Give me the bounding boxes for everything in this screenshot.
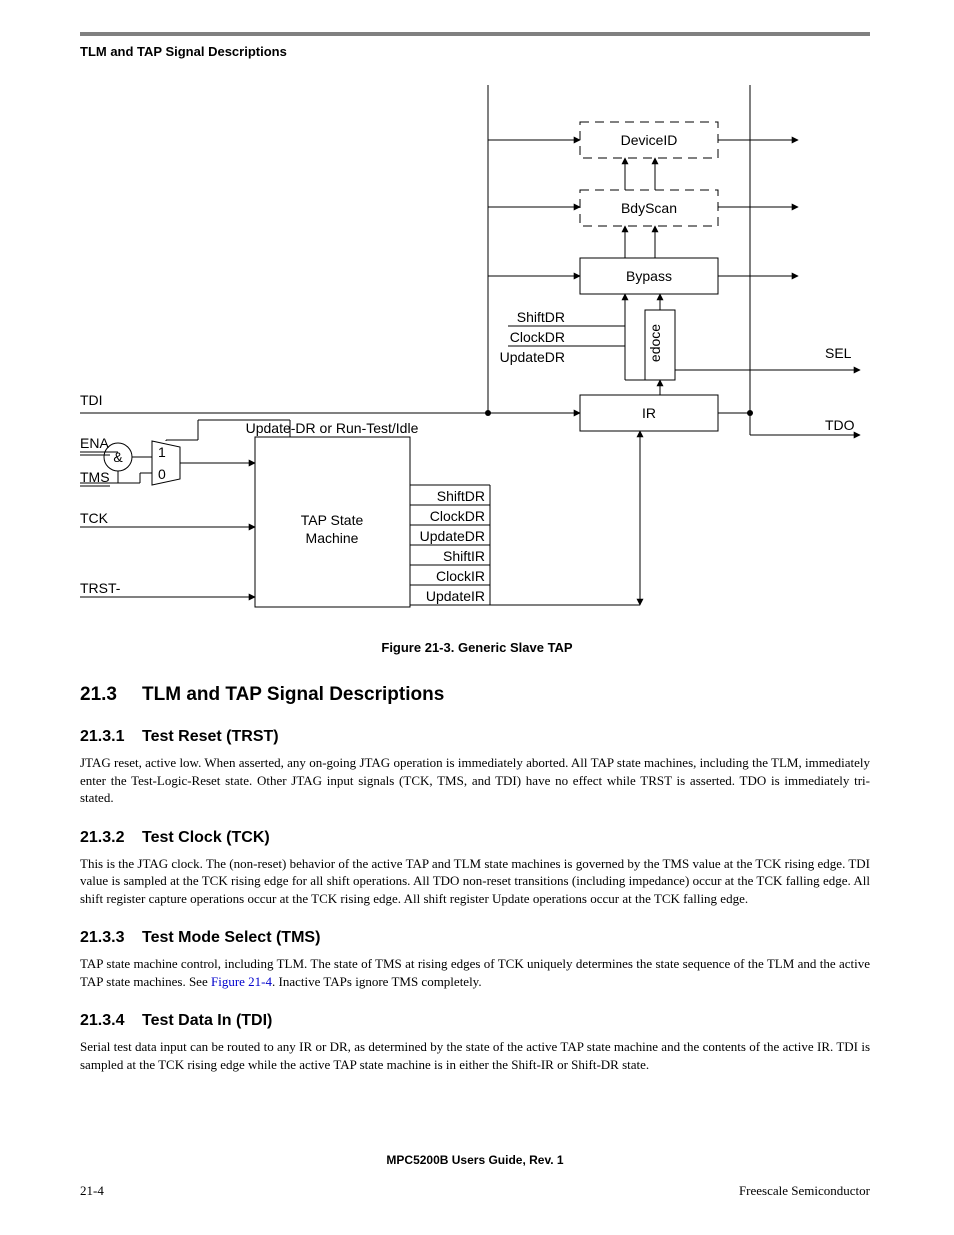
sm-sig-0: ShiftDR [437,488,485,504]
mux-0: 0 [158,466,166,482]
para-21-3-4: Serial test data input can be routed to … [80,1038,870,1073]
footer-company: Freescale Semiconductor [739,1183,870,1199]
para-post: . Inactive TAPs ignore TMS completely. [272,974,482,989]
decode-label: edoce [647,324,663,362]
para-21-3-3: TAP state machine control, including TLM… [80,955,870,990]
output-sel: SEL [825,345,852,361]
heading-num: 21.3.4 [80,1012,142,1030]
block-deviceid-label: DeviceID [621,132,678,148]
dr-signal-0: ShiftDR [517,309,565,325]
running-header: TLM and TAP Signal Descriptions [80,44,287,59]
para-21-3-1: JTAG reset, active low. When asserted, a… [80,754,870,807]
block-ir-label: IR [642,405,656,421]
sm-sig-1: ClockDR [430,508,485,524]
input-tdi: TDI [80,392,103,408]
heading-21-3-3: 21.3.3Test Mode Select (TMS) [80,929,870,947]
tapsm-label-2: Machine [306,530,359,546]
gate-and-label: & [113,449,123,465]
dr-signal-1: ClockDR [510,329,565,345]
heading-text: TLM and TAP Signal Descriptions [142,684,444,705]
mux-1: 1 [158,444,166,460]
figure-caption: Figure 21-3. Generic Slave TAP [0,640,954,655]
heading-text: Test Clock (TCK) [142,829,270,846]
dr-signal-2: UpdateDR [500,349,565,365]
heading-num: 21.3.3 [80,929,142,947]
heading-num: 21.3.2 [80,829,142,847]
heading-text: Test Reset (TRST) [142,728,279,745]
input-trst: TRST- [80,580,121,596]
heading-21-3: 21.3TLM and TAP Signal Descriptions [80,684,870,706]
updatedr-label: Update-DR or Run-Test/Idle [246,420,419,436]
sm-sig-2: UpdateDR [420,528,485,544]
heading-text: Test Data In (TDI) [142,1012,272,1029]
tapsm-label-1: TAP State [301,512,364,528]
body-content: 21.3TLM and TAP Signal Descriptions 21.3… [80,670,870,1073]
sm-sig-5: UpdateIR [426,588,485,604]
heading-text: Test Mode Select (TMS) [142,929,320,946]
heading-num: 21.3 [80,684,142,706]
block-bypass-label: Bypass [626,268,672,284]
input-tck: TCK [80,510,109,526]
output-tdo: TDO [825,417,855,433]
footer-page-number: 21-4 [80,1183,104,1199]
para-21-3-2: This is the JTAG clock. The (non-reset) … [80,855,870,908]
figure-diagram: DeviceID BdyScan Bypass ShiftDR ClockDR … [80,85,870,630]
page-footer: MPC5200B Users Guide, Rev. 1 21-4 Freesc… [80,1153,870,1199]
sm-sig-3: ShiftIR [443,548,485,564]
sm-sig-4: ClockIR [436,568,485,584]
block-bdyscan-label: BdyScan [621,200,677,216]
heading-21-3-4: 21.3.4Test Data In (TDI) [80,1012,870,1030]
header-rule [80,32,870,36]
heading-21-3-2: 21.3.2Test Clock (TCK) [80,829,870,847]
input-ena: ENA [80,435,109,451]
heading-num: 21.3.1 [80,728,142,746]
footer-doc-title: MPC5200B Users Guide, Rev. 1 [80,1153,870,1167]
figure-xref[interactable]: Figure 21-4 [211,974,272,989]
heading-21-3-1: 21.3.1Test Reset (TRST) [80,728,870,746]
